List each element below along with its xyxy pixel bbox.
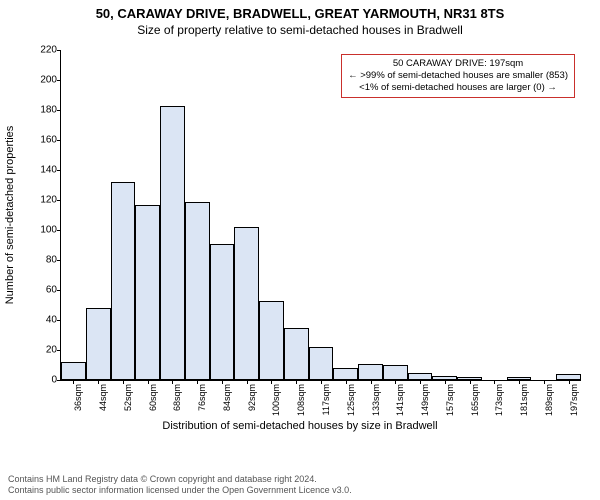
y-tick [57,380,61,381]
x-tick-label: 76sqm [197,384,207,424]
y-tick-label: 220 [27,45,57,56]
x-tick-label: 92sqm [247,384,257,424]
histogram-bar [234,227,259,380]
y-tick-label: 160 [27,135,57,146]
y-tick [57,290,61,291]
x-tick-label: 197sqm [569,384,579,424]
histogram-bar [160,106,185,381]
y-tick-label: 100 [27,225,57,236]
y-tick-label: 60 [27,285,57,296]
histogram-bar [358,364,383,381]
histogram-bar [135,205,160,381]
y-tick-label: 0 [27,375,57,386]
y-tick [57,50,61,51]
x-tick-label: 100sqm [271,384,281,424]
histogram-bar [61,362,86,380]
subtitle: Size of property relative to semi-detach… [0,23,600,37]
x-tick-label: 149sqm [420,384,430,424]
histogram-bar [408,373,433,381]
x-tick-label: 60sqm [148,384,158,424]
x-tick-label: 181sqm [519,384,529,424]
x-tick-label: 157sqm [445,384,455,424]
y-tick [57,140,61,141]
histogram-bar [111,182,136,380]
callout-line1: 50 CARAWAY DRIVE: 197sqm [348,58,568,70]
x-tick-label: 125sqm [346,384,356,424]
x-tick-label: 36sqm [73,384,83,424]
x-tick-label: 165sqm [470,384,480,424]
y-tick [57,170,61,171]
x-tick-label: 108sqm [296,384,306,424]
histogram-bar [86,308,111,380]
y-tick [57,200,61,201]
y-tick-label: 80 [27,255,57,266]
footer-attribution: Contains HM Land Registry data © Crown c… [8,474,352,497]
y-tick-label: 180 [27,105,57,116]
y-tick [57,110,61,111]
footer-line1: Contains HM Land Registry data © Crown c… [8,474,352,485]
x-tick-label: 44sqm [98,384,108,424]
page-title: 50, CARAWAY DRIVE, BRADWELL, GREAT YARMO… [0,6,600,21]
footer-line2: Contains public sector information licen… [8,485,352,496]
x-tick-label: 189sqm [544,384,554,424]
plot-area: 50 CARAWAY DRIVE: 197sqm ← >99% of semi-… [60,50,581,381]
histogram-bar [259,301,284,381]
y-tick-label: 120 [27,195,57,206]
x-tick-label: 68sqm [172,384,182,424]
histogram-bar [210,244,235,381]
histogram-bar [309,347,334,380]
y-tick [57,230,61,231]
y-tick [57,260,61,261]
x-tick-label: 52sqm [123,384,133,424]
y-tick [57,350,61,351]
callout-line3: <1% of semi-detached houses are larger (… [348,82,568,94]
y-tick [57,320,61,321]
x-tick-label: 133sqm [371,384,381,424]
x-tick-label: 173sqm [494,384,504,424]
callout-line2: ← >99% of semi-detached houses are small… [348,70,568,82]
x-tick-label: 84sqm [222,384,232,424]
x-tick-label: 117sqm [321,384,331,424]
y-tick-label: 40 [27,315,57,326]
x-axis-label: Distribution of semi-detached houses by … [0,420,600,432]
y-axis-label: Number of semi-detached properties [4,126,16,305]
y-tick-label: 140 [27,165,57,176]
histogram-chart: Number of semi-detached properties 50 CA… [0,40,600,440]
histogram-bar [284,328,309,381]
y-tick-label: 200 [27,75,57,86]
histogram-bar [333,368,358,380]
callout-box: 50 CARAWAY DRIVE: 197sqm ← >99% of semi-… [341,54,575,98]
histogram-bar [383,365,408,380]
y-tick [57,80,61,81]
y-tick-label: 20 [27,345,57,356]
histogram-bar [185,202,210,381]
x-tick-label: 141sqm [395,384,405,424]
